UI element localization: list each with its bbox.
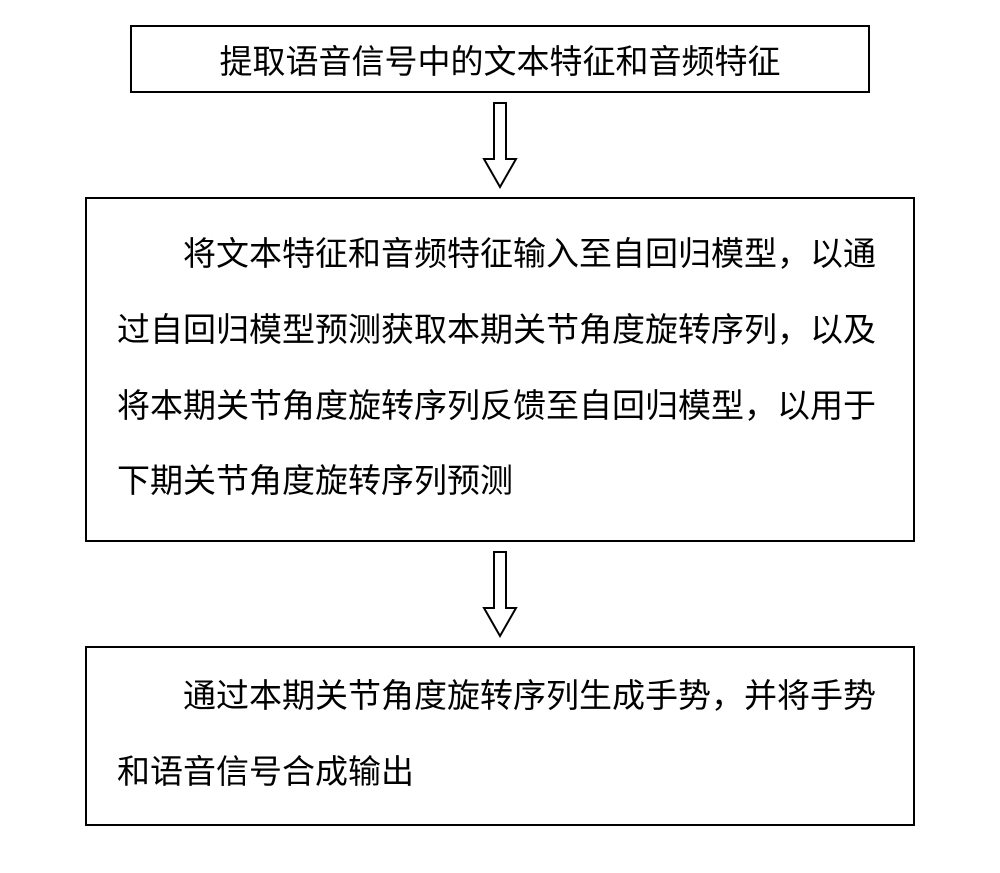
flowchart-arrow-2 bbox=[482, 550, 518, 638]
flowchart-step-2-text: 将文本特征和音频特征输入至自回归模型，以通过自回归模型预测获取本期关节角度旋转序… bbox=[117, 218, 883, 522]
flowchart-step-1: 提取语音信号中的文本特征和音频特征 bbox=[130, 25, 870, 93]
flowchart-step-1-text: 提取语音信号中的文本特征和音频特征 bbox=[220, 35, 781, 83]
arrow-down-icon bbox=[482, 550, 518, 638]
flowchart-step-3: 通过本期关节角度旋转序列生成手势，并将手势和语音信号合成输出 bbox=[85, 646, 915, 826]
flowchart-arrow-1 bbox=[482, 101, 518, 189]
arrow-down-icon bbox=[482, 101, 518, 189]
flowchart-step-2: 将文本特征和音频特征输入至自回归模型，以通过自回归模型预测获取本期关节角度旋转序… bbox=[85, 197, 915, 542]
flowchart-step-3-text: 通过本期关节角度旋转序列生成手势，并将手势和语音信号合成输出 bbox=[117, 660, 883, 812]
